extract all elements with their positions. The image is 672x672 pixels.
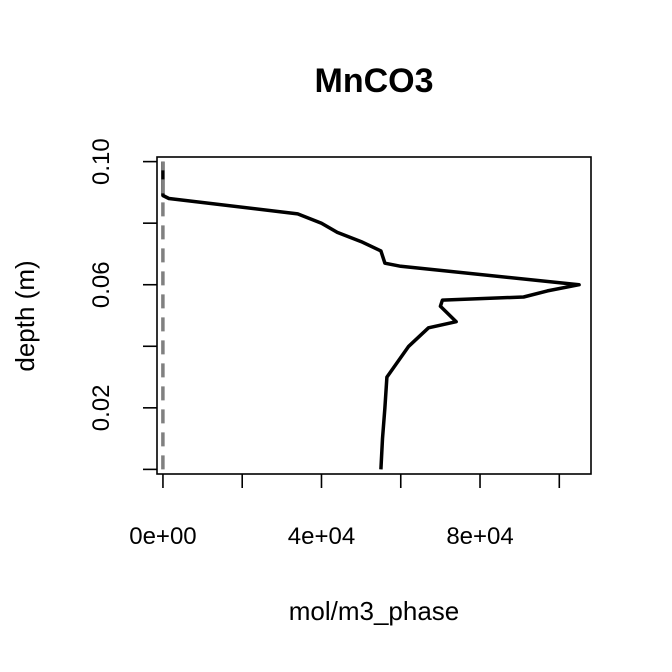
x-tick-label: 0e+00 bbox=[129, 523, 196, 550]
series-layer bbox=[161, 161, 581, 470]
x-tick-label: 4e+04 bbox=[288, 523, 355, 550]
y-axis-label: depth (m) bbox=[10, 260, 40, 371]
x-axis-label: mol/m3_phase bbox=[289, 596, 460, 626]
x-tick-label: 8e+04 bbox=[446, 523, 513, 550]
chart-title: MnCO3 bbox=[315, 62, 434, 100]
y-tick-label: 0.10 bbox=[88, 138, 115, 185]
y-tick-label: 0.06 bbox=[88, 261, 115, 308]
y-axis: 0.02 0.06 0.10 bbox=[88, 138, 157, 471]
series-line-solid bbox=[161, 161, 581, 470]
x-axis: 0e+00 4e+04 8e+04 bbox=[129, 474, 561, 550]
plot-frame bbox=[156, 156, 592, 475]
y-tick-label: 0.02 bbox=[88, 384, 115, 431]
